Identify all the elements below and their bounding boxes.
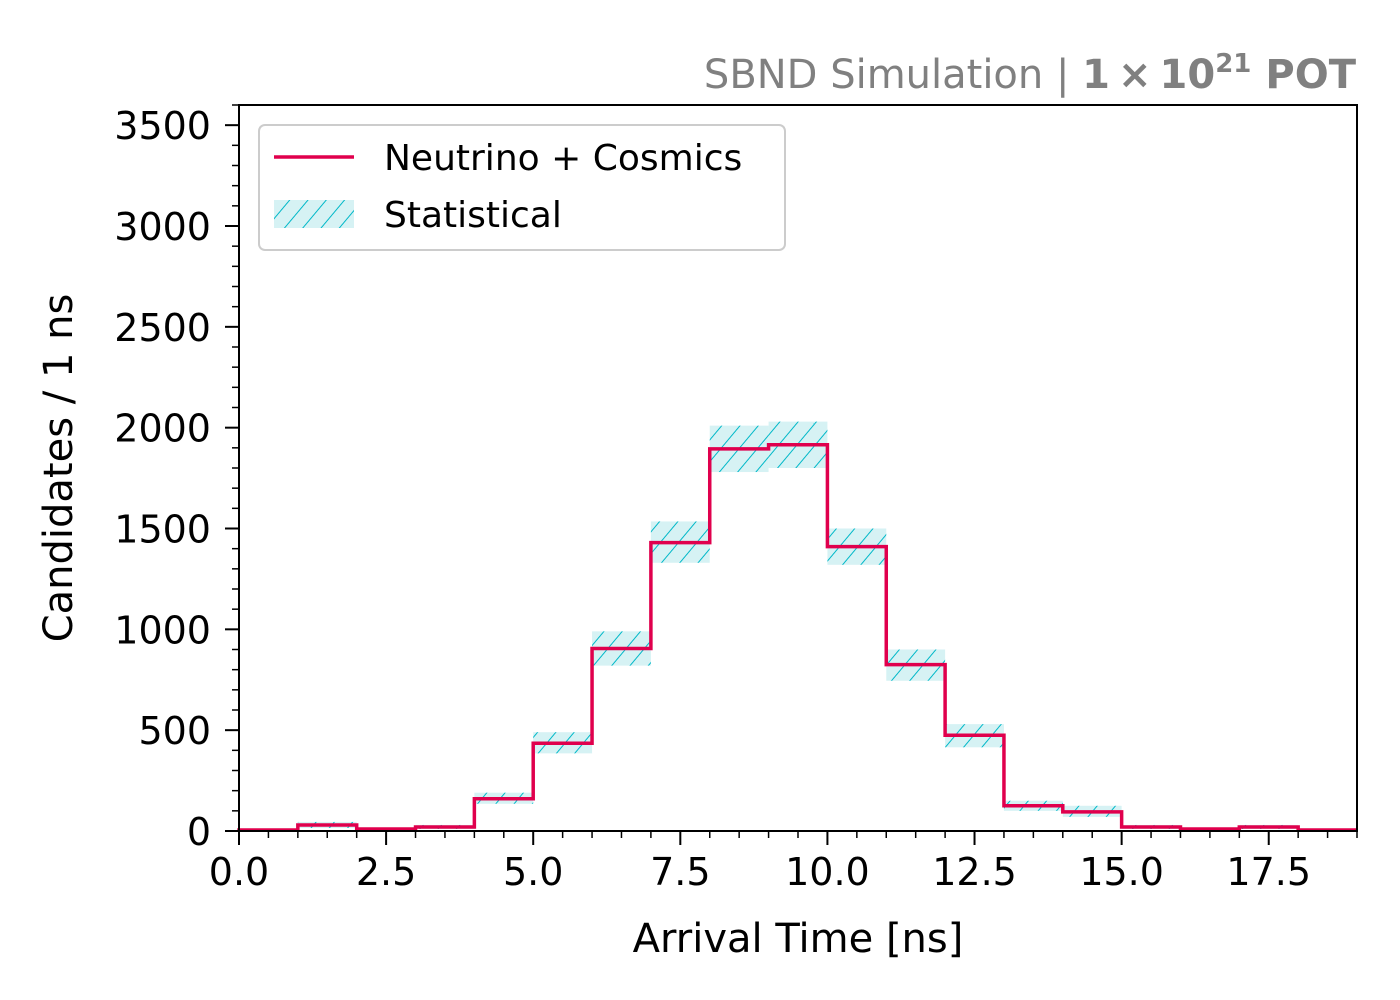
statistical-band-layer <box>239 421 1357 831</box>
exposure-mantissa: 1 <box>1082 52 1110 98</box>
y-tick-label: 500 <box>138 709 211 753</box>
legend: Neutrino + Cosmics Statistical <box>258 124 786 251</box>
y-tick-label: 3000 <box>114 205 211 249</box>
exposure-exponent: 21 <box>1215 49 1251 79</box>
x-tick-label: 12.5 <box>932 850 1017 894</box>
simulation-label: SBND Simulation | <box>704 52 1082 98</box>
x-tick-label: 0.0 <box>209 850 269 894</box>
y-tick-label: 2000 <box>114 407 211 451</box>
y-tick-label: 1500 <box>114 508 211 552</box>
legend-box <box>258 124 786 251</box>
x-tick-label: 17.5 <box>1226 850 1311 894</box>
x-tick-label: 7.5 <box>650 850 710 894</box>
y-axis-title: Candidates / 1 ns <box>36 294 82 643</box>
legend-label-neutrino-cosmics: Neutrino + Cosmics <box>384 138 742 179</box>
histogram-line-layer <box>237 443 1357 832</box>
chart-header: SBND Simulation | 1 × 1021 POT <box>704 49 1357 98</box>
y-tick-label: 0 <box>187 810 211 854</box>
x-tick-label: 10.0 <box>785 850 870 894</box>
legend-label-statistical: Statistical <box>384 195 562 236</box>
x-tick-label: 15.0 <box>1079 850 1164 894</box>
y-tick-label: 1000 <box>114 608 211 652</box>
y-tick-label: 3500 <box>114 104 211 148</box>
y-tick-label: 2500 <box>114 306 211 350</box>
x-tick-label: 5.0 <box>503 850 563 894</box>
exposure-base: 10 <box>1160 52 1216 98</box>
x-tick-label: 2.5 <box>356 850 416 894</box>
legend-hatch-swatch <box>274 200 354 228</box>
x-axis: 0.0 2.5 5.0 7.5 10.0 12.5 15.0 17.5 <box>209 831 1358 894</box>
x-axis-title: Arrival Time [ns] <box>633 916 964 962</box>
exposure-times: × <box>1118 52 1152 98</box>
exposure-unit: POT <box>1265 52 1356 98</box>
y-axis: 0 500 1000 1500 2000 2500 3000 3500 <box>114 104 239 854</box>
histogram-step-line <box>237 443 1357 832</box>
